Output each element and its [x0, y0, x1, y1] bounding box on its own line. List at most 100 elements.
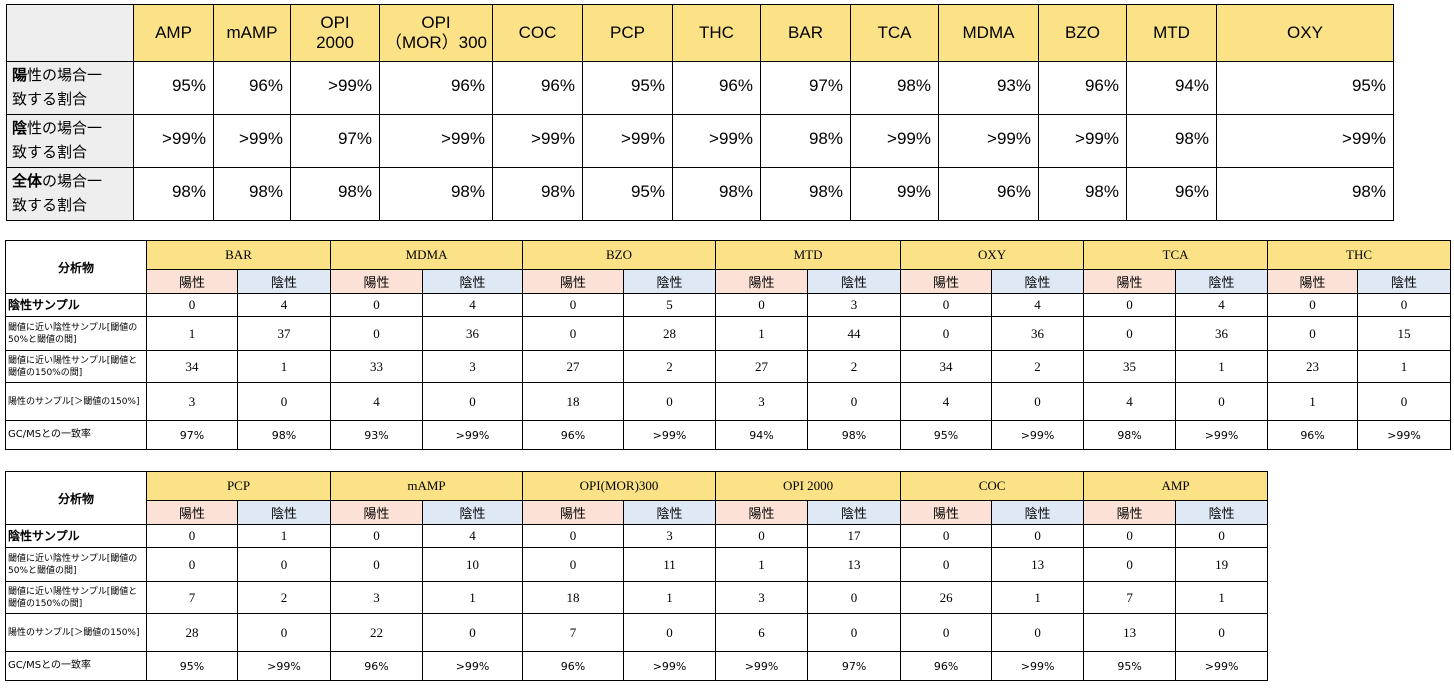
summary-value-cell: 96% [938, 167, 1039, 221]
positive-value: 35 [1083, 350, 1177, 383]
detail-table-2: 分析物 PCP mAMP OPI(MOR)300 OPI 2000 COC AMP 陽性 陰性陽… [5, 471, 1269, 681]
negative-value: 98% [807, 420, 902, 450]
summary-header-6: THC [672, 4, 761, 62]
summary-row-label: 陽性の場合一 致する割合 [6, 61, 134, 115]
summary-value-cell: 98% [1126, 114, 1217, 168]
negative-value: 0 [623, 613, 717, 652]
negative-value: 1 [1175, 350, 1269, 383]
negative-value: 15 [1357, 316, 1452, 351]
summary-value: 98% [808, 129, 843, 148]
negative-value: 4 [991, 293, 1085, 317]
negative-value: >99% [991, 651, 1085, 681]
summary-value-cell: 98% [290, 167, 380, 221]
summary-value-cell: >99% [1216, 114, 1394, 168]
negative-value: 3 [623, 524, 717, 548]
positive-value: 7 [1083, 581, 1177, 614]
positive-value: 4 [330, 382, 424, 421]
negative-value: 1 [236, 350, 332, 383]
summary-value: 95% [630, 182, 665, 201]
summary-value: 98% [540, 182, 575, 201]
analyte-name: OXY [900, 240, 1085, 270]
summary-value-cell: 95% [582, 167, 673, 221]
summary-value: 98% [1351, 182, 1386, 201]
summary-value: 95% [630, 76, 665, 95]
row-label-rest: 性の場合一 [27, 67, 103, 84]
negative-header: 陰性 [236, 500, 332, 525]
summary-value-cell: 93% [938, 61, 1039, 115]
summary-value-cell: 98% [760, 114, 851, 168]
summary-value: >99% [987, 129, 1031, 148]
row-label-line2: 致する割合 [12, 91, 88, 108]
summary-header-1: mAMP [213, 4, 291, 62]
summary-value-cell: 99% [850, 167, 939, 221]
detail-row: GC/MSとの一致率 95% >99% 96% >99% 96% >99% >99% 97% 96… [5, 651, 1269, 681]
summary-value: >99% [709, 129, 753, 148]
summary-value-cell: 95% [582, 61, 673, 115]
summary-header-12: OXY [1216, 4, 1394, 62]
positive-value: 34 [146, 350, 238, 383]
summary-row: 陽性の場合一 致する割合 95% 96% >99% 96% 96% 95% 96% 97% 98% 9… [6, 61, 1394, 115]
negative-value: 0 [807, 581, 902, 614]
negative-value: >99% [1175, 651, 1269, 681]
summary-value: 98% [337, 182, 372, 201]
negative-value: 0 [623, 382, 717, 421]
summary-header-5: PCP [582, 4, 673, 62]
negative-value: >99% [1175, 420, 1269, 450]
negative-value: 3 [422, 350, 524, 383]
summary-value-cell: 98% [672, 167, 761, 221]
negative-value: 2 [807, 350, 902, 383]
detail-row-label: 陰性サンプル [5, 293, 147, 317]
summary-value-cell: >99% [850, 114, 939, 168]
summary-value-cell: 96% [492, 61, 583, 115]
detail-row: 閾値に近い陰性サンプル[閾値の50%と閾値の間] 0 0 0 10 0 11 1 13 0 13 0 1… [5, 547, 1269, 582]
summary-header-11: MTD [1126, 4, 1217, 62]
summary-value-cell: 97% [290, 114, 380, 168]
summary-value: >99% [531, 129, 575, 148]
summary-value: 94% [1174, 76, 1209, 95]
negative-header: 陰性 [1175, 500, 1269, 525]
negative-value: 17 [807, 524, 902, 548]
positive-value: 18 [522, 382, 625, 421]
positive-header: 陽性 [522, 500, 625, 525]
negative-value: 3 [807, 293, 902, 317]
positive-value: 0 [522, 293, 625, 317]
summary-header-2: OPI 2000 [290, 4, 380, 62]
positive-value: 0 [146, 293, 238, 317]
positive-value: 95% [900, 420, 993, 450]
summary-value-cell: 98% [760, 167, 851, 221]
positive-value: 1 [715, 316, 809, 351]
summary-value-cell: 98% [850, 61, 939, 115]
positive-value: 0 [522, 316, 625, 351]
summary-value: 98% [248, 182, 283, 201]
summary-value: 99% [896, 182, 931, 201]
negative-value: 0 [1357, 293, 1452, 317]
positive-value: 34 [900, 350, 993, 383]
positive-value: 18 [522, 581, 625, 614]
negative-value: 1 [236, 524, 332, 548]
summary-corner-cell [6, 4, 134, 62]
negative-value: 36 [1175, 316, 1269, 351]
summary-value: 98% [171, 182, 206, 201]
positive-value: 0 [522, 547, 625, 582]
summary-value: 96% [1084, 76, 1119, 95]
summary-value: 96% [540, 76, 575, 95]
positive-value: 3 [715, 382, 809, 421]
negative-value: >99% [623, 420, 717, 450]
negative-value: 4 [1175, 293, 1269, 317]
summary-header-8: TCA [850, 4, 939, 62]
summary-value: >99% [1342, 129, 1386, 148]
negative-value: 2 [236, 581, 332, 614]
analyte-name: TCA [1083, 240, 1269, 270]
analyte-name: BZO [522, 240, 717, 270]
negative-header: 陰性 [422, 500, 524, 525]
summary-value-cell: 96% [672, 61, 761, 115]
summary-value: >99% [328, 76, 372, 95]
summary-value-cell: 95% [133, 61, 214, 115]
positive-value: 93% [330, 420, 424, 450]
detail-row-label: 陽性のサンプル[＞閾値の150%] [5, 382, 147, 421]
negative-header: 陰性 [807, 500, 902, 525]
detail-row: 陽性のサンプル[＞閾値の150%] 28 0 22 0 7 0 6 0 0 0 13 0 [5, 613, 1269, 652]
positive-header: 陽性 [715, 269, 809, 294]
positive-value: 95% [1083, 651, 1177, 681]
positive-value: 0 [146, 524, 238, 548]
